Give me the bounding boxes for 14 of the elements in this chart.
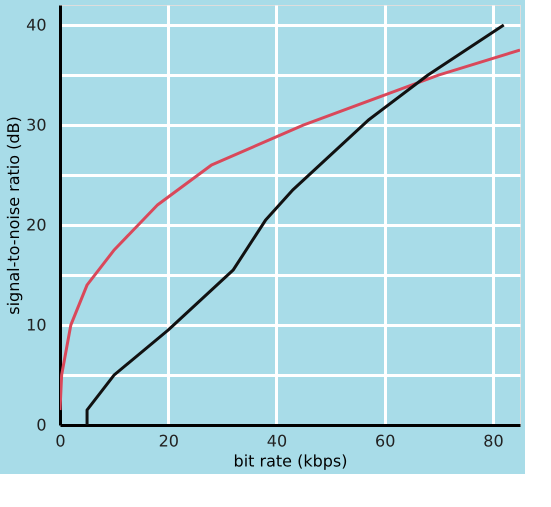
line-series — [86, 24, 506, 425]
x-tick-label: 0 — [55, 432, 66, 450]
x-tick-label: 20 — [158, 432, 179, 450]
y-tick-label: 0 — [36, 416, 46, 434]
x-tick-label: 40 — [266, 432, 288, 450]
x-axis-title: bit rate (kbps) — [234, 452, 348, 470]
y-tick-label: 20 — [26, 216, 46, 234]
y-tick-label: 30 — [26, 116, 46, 134]
line-series — [60, 48, 520, 412]
x-tick-label: 80 — [483, 432, 504, 450]
y-tick-label: 10 — [26, 316, 46, 334]
y-tick-label: 40 — [26, 16, 46, 34]
x-tick-label: 60 — [375, 432, 396, 450]
y-axis-title: signal-to-noise ratio (dB) — [4, 116, 24, 315]
